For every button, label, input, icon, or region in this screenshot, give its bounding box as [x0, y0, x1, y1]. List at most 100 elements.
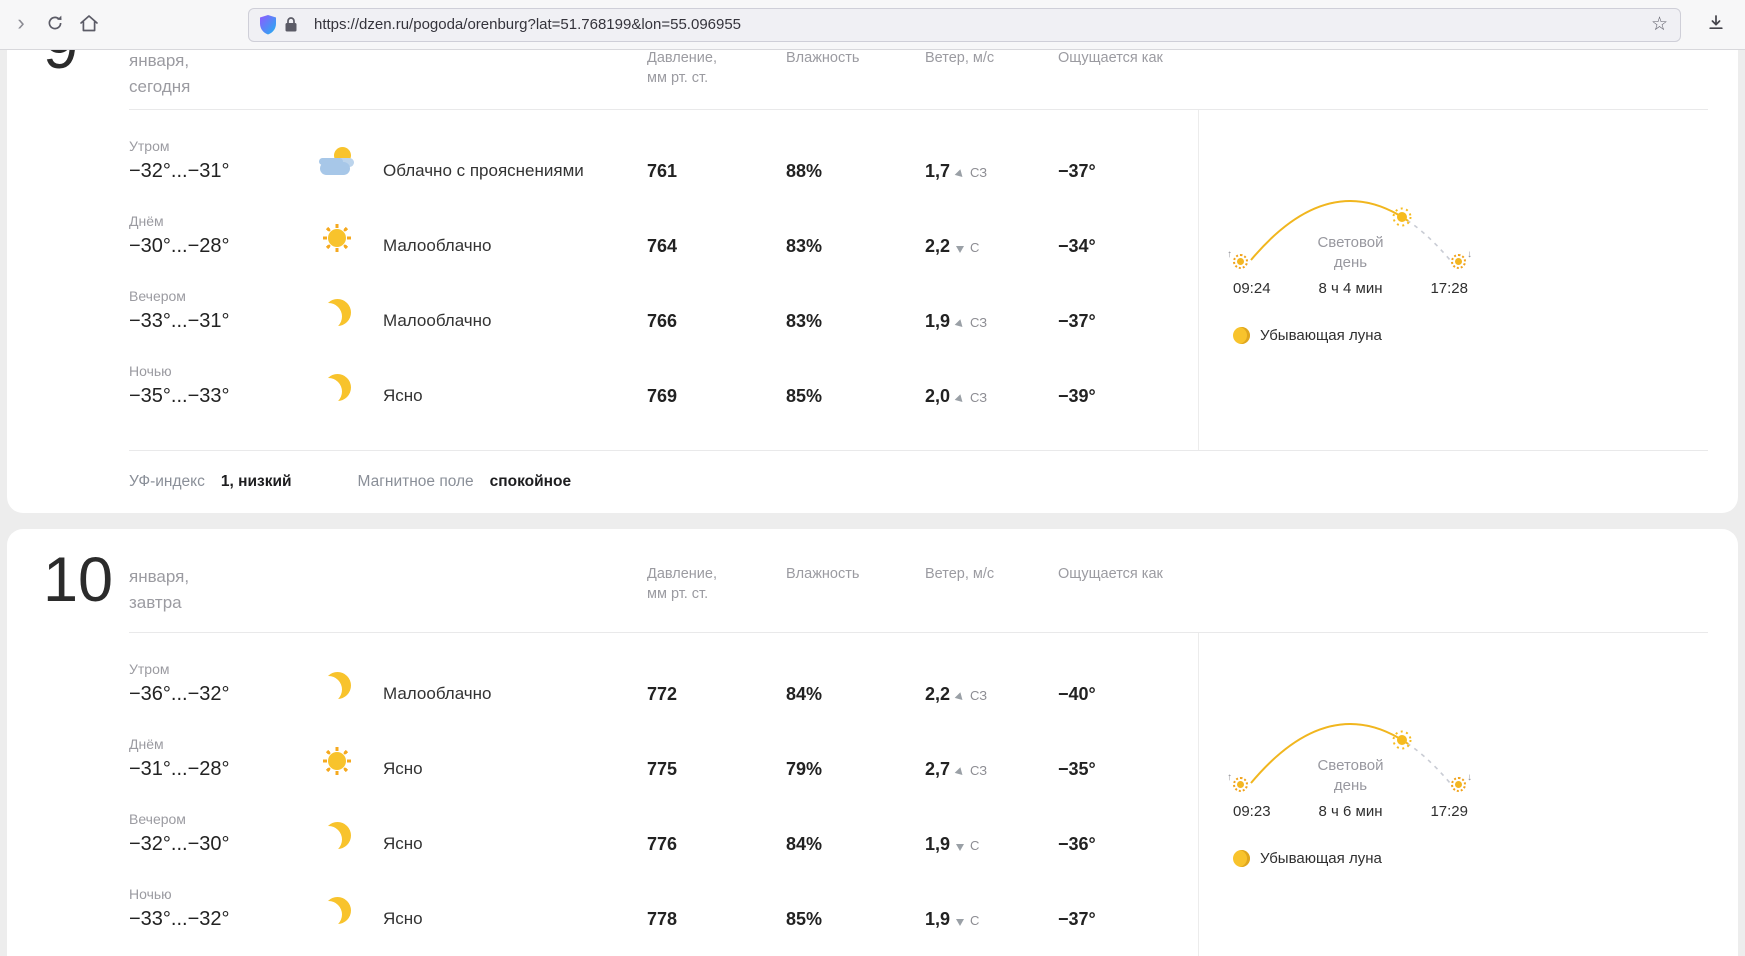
forecast-row-evening: Вечером −33°...−31° Малооблачно 766 83% … [129, 276, 1198, 351]
forecast-table: Утром −36°...−32° Малооблачно 772 84% 2,… [129, 633, 1198, 956]
feels-like-value: −37° [1058, 311, 1198, 333]
pressure-value: 775 [647, 759, 786, 781]
uv-magnetic-row: УФ-индекс 1, низкий Магнитное поле споко… [7, 451, 1738, 513]
condition-text: Малооблачно [383, 311, 647, 333]
wind-speed: 1,9 [925, 909, 950, 930]
wind-header: Ветер, м/с [925, 564, 1058, 584]
humidity-value: 79% [786, 759, 925, 781]
weather-condition-icon [317, 891, 357, 931]
bookmark-star-icon[interactable]: ☆ [1651, 13, 1668, 36]
reload-icon [46, 14, 64, 35]
wind-direction-arrow [956, 246, 964, 253]
wind-direction: С [970, 913, 979, 928]
pressure-value: 776 [647, 834, 786, 856]
wind-header: Ветер, м/с [925, 50, 1058, 68]
condition-text: Ясно [383, 759, 647, 781]
wind-direction: СЗ [970, 165, 987, 180]
feels-like-value: −36° [1058, 834, 1198, 856]
sunset-time: 17:29 [1430, 803, 1468, 820]
pressure-value: 761 [647, 161, 786, 183]
feels-like-value: −40° [1058, 684, 1198, 706]
moon-phase-label: Убывающая луна [1260, 327, 1382, 344]
pressure-header: Давление, мм рт. ст. [647, 564, 786, 605]
weather-condition-icon [317, 218, 357, 258]
wind-direction: С [970, 838, 979, 853]
wind-speed: 1,7 [925, 161, 950, 182]
home-button[interactable] [72, 8, 106, 42]
lock-icon[interactable] [284, 16, 298, 33]
feels-like-header: Ощущается как [1058, 564, 1708, 584]
weather-condition-icon [317, 741, 357, 781]
weather-condition-icon [317, 666, 357, 706]
daypart-label: Ночью [129, 886, 317, 902]
temperature-range: −30°...−28° [129, 234, 317, 258]
wind-speed: 2,7 [925, 759, 950, 780]
pressure-value: 769 [647, 386, 786, 408]
humidity-value: 84% [786, 684, 925, 706]
sunrise-icon: ↑ [1227, 254, 1248, 269]
daypart-label: Днём [129, 213, 317, 229]
pressure-value: 778 [647, 909, 786, 931]
daylight-label: Световой день [1305, 756, 1397, 795]
wind-speed: 1,9 [925, 834, 950, 855]
sunset-icon: ↓ [1451, 777, 1472, 792]
wind-direction: СЗ [970, 315, 987, 330]
wind-speed: 2,2 [925, 684, 950, 705]
wind-direction-arrow [955, 692, 966, 703]
weather-page: 9 января, сегодня Давление, мм рт. ст. В… [0, 50, 1745, 956]
wind-direction-arrow [956, 919, 964, 926]
wind-direction: С [970, 240, 979, 255]
feels-like-value: −37° [1058, 909, 1198, 931]
waning-moon-icon [1233, 327, 1250, 344]
magnetic-field-label: Магнитное поле [358, 473, 474, 491]
pressure-value: 764 [647, 236, 786, 258]
sunset-icon: ↓ [1451, 254, 1472, 269]
daylight-duration: 8 ч 6 мин [1319, 803, 1383, 820]
forecast-row-night: Ночью −35°...−33° Ясно 769 85% 2,0 СЗ −3… [129, 351, 1198, 426]
feels-like-value: −39° [1058, 386, 1198, 408]
daypart-label: Ночью [129, 363, 317, 379]
wind-direction: СЗ [970, 763, 987, 778]
wind-direction-arrow [955, 394, 966, 405]
condition-text: Малооблачно [383, 236, 647, 258]
forward-button[interactable]: › [4, 8, 38, 42]
feels-like-value: −34° [1058, 236, 1198, 258]
forecast-card-today: 9 января, сегодня Давление, мм рт. ст. В… [7, 50, 1738, 513]
condition-text: Малооблачно [383, 684, 647, 706]
download-icon [1707, 14, 1725, 35]
temperature-range: −32°...−30° [129, 832, 317, 856]
humidity-value: 83% [786, 311, 925, 333]
condition-text: Ясно [383, 386, 647, 408]
feels-like-value: −35° [1058, 759, 1198, 781]
daylight-label: Световой день [1305, 233, 1397, 272]
temperature-range: −36°...−32° [129, 682, 317, 706]
forecast-row-night: Ночью −33°...−32° Ясно 778 85% 1,9 С −37… [129, 874, 1198, 949]
condition-text: Ясно [383, 909, 647, 931]
weather-condition-icon [317, 143, 357, 183]
weather-condition-icon [317, 368, 357, 408]
forecast-card-tomorrow: 10 января, завтра Давление, мм рт. ст. В… [7, 529, 1738, 956]
daylight-panel: ↑ ↓ Световой день 09:24 8 ч 4 мин 17:28 … [1198, 110, 1738, 450]
forecast-table: Утром −32°...−31° Облачно с прояснениями… [129, 110, 1198, 450]
downloads-button[interactable] [1699, 8, 1733, 42]
magnetic-field-value: спокойное [490, 473, 571, 491]
wind-speed: 1,9 [925, 311, 950, 332]
humidity-value: 84% [786, 834, 925, 856]
wind-direction: СЗ [970, 390, 987, 405]
humidity-value: 83% [786, 236, 925, 258]
feels-like-value: −37° [1058, 161, 1198, 183]
sunrise-time: 09:24 [1233, 280, 1271, 297]
date-number: 9 [43, 50, 78, 79]
reload-button[interactable] [38, 8, 72, 42]
temperature-range: −33°...−31° [129, 309, 317, 333]
tracking-shield-icon[interactable] [258, 14, 278, 36]
condition-text: Ясно [383, 834, 647, 856]
wind-speed: 2,2 [925, 236, 950, 257]
address-bar[interactable]: https://dzen.ru/pogoda/orenburg?lat=51.7… [248, 8, 1681, 42]
uv-index-label: УФ-индекс [129, 473, 205, 491]
pressure-value: 772 [647, 684, 786, 706]
humidity-header: Влажность [786, 50, 925, 68]
humidity-value: 85% [786, 386, 925, 408]
browser-toolbar: › https://dzen.ru/pogoda/orenburg?lat=51… [0, 0, 1745, 50]
daypart-label: Вечером [129, 811, 317, 827]
